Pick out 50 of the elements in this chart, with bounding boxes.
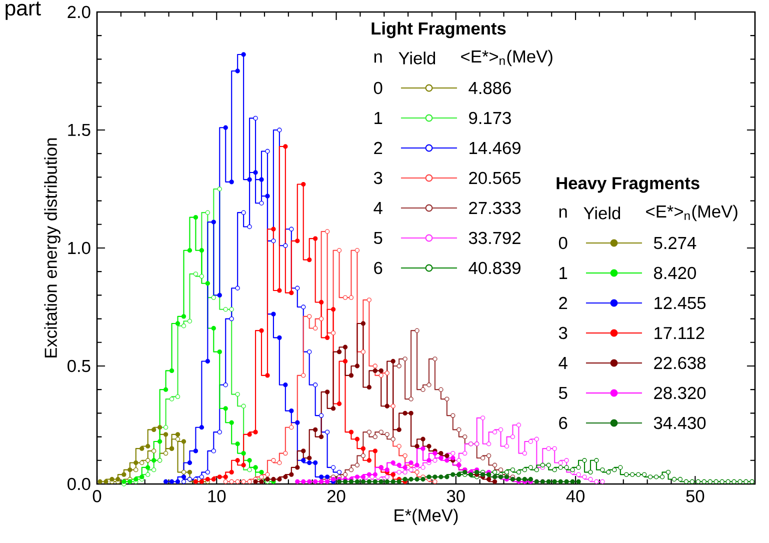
y-tick-label: 1.5 [68, 124, 90, 136]
annotation: <E*>$_{n}$(MeV) [646, 204, 738, 222]
y-axis-title: Excitation energy distribution [44, 138, 60, 358]
y-tick-label: 0.0 [68, 478, 90, 490]
annotation: 0 [374, 82, 382, 94]
annotation: 3 [374, 172, 382, 184]
text: part [6, 2, 41, 20]
annotation: 3 [558, 326, 568, 340]
legend-label: 12.455 [654, 296, 706, 310]
annotation: n [374, 53, 382, 63]
x-tick-label: 0 [92, 490, 102, 502]
legend-label: 27.333 [469, 202, 521, 214]
annotation: 6 [374, 262, 382, 274]
annotation: 2 [559, 296, 568, 310]
annotation: 1 [374, 112, 382, 124]
legend-label: 28.320 [654, 386, 706, 400]
legend-label: 4.886 [468, 82, 511, 94]
annotation: 4 [558, 357, 568, 369]
x-tick-label: 30 [446, 490, 465, 502]
legend-label: 9.173 [469, 112, 511, 124]
legend-label: 40.839 [468, 262, 520, 274]
x-tick-label: 50 [686, 490, 704, 502]
annotation: 4 [374, 202, 382, 214]
legend-label: 33.792 [468, 232, 520, 244]
annotation: Light Fragments [372, 22, 506, 38]
annotation: 5 [374, 232, 382, 244]
annotation: 1 [560, 267, 568, 279]
legend-label: 22.638 [654, 356, 706, 370]
legend-label: 14.469 [470, 142, 520, 154]
annotation: Yield [398, 52, 436, 64]
legend-label: 5.274 [654, 236, 696, 250]
x-tick-label: 40 [566, 490, 585, 502]
annotation: 5 [558, 386, 568, 400]
legend-label: 34.430 [654, 416, 706, 430]
legend-label: 20.565 [469, 172, 521, 184]
annotation: n [559, 208, 567, 218]
annotation: 6 [559, 416, 568, 430]
y-tick-label: 0.5 [68, 360, 90, 372]
legend-label: 8.420 [654, 266, 696, 280]
annotation: Yield [584, 206, 620, 220]
annotation: <E*>$_{n}$(MeV) [461, 50, 552, 66]
annotation: 0 [558, 236, 568, 250]
x-tick-label: 10 [208, 490, 226, 502]
x-tick-label: 20 [328, 490, 346, 502]
x-axis-title: E*(MeV) [394, 508, 458, 525]
y-tick-label: 2.0 [68, 6, 90, 18]
annotation: Heavy Fragments [556, 177, 700, 193]
y-tick-label: 1.0 [68, 242, 90, 254]
annotation: 2 [374, 142, 382, 154]
legend-label: 17.112 [654, 326, 704, 340]
